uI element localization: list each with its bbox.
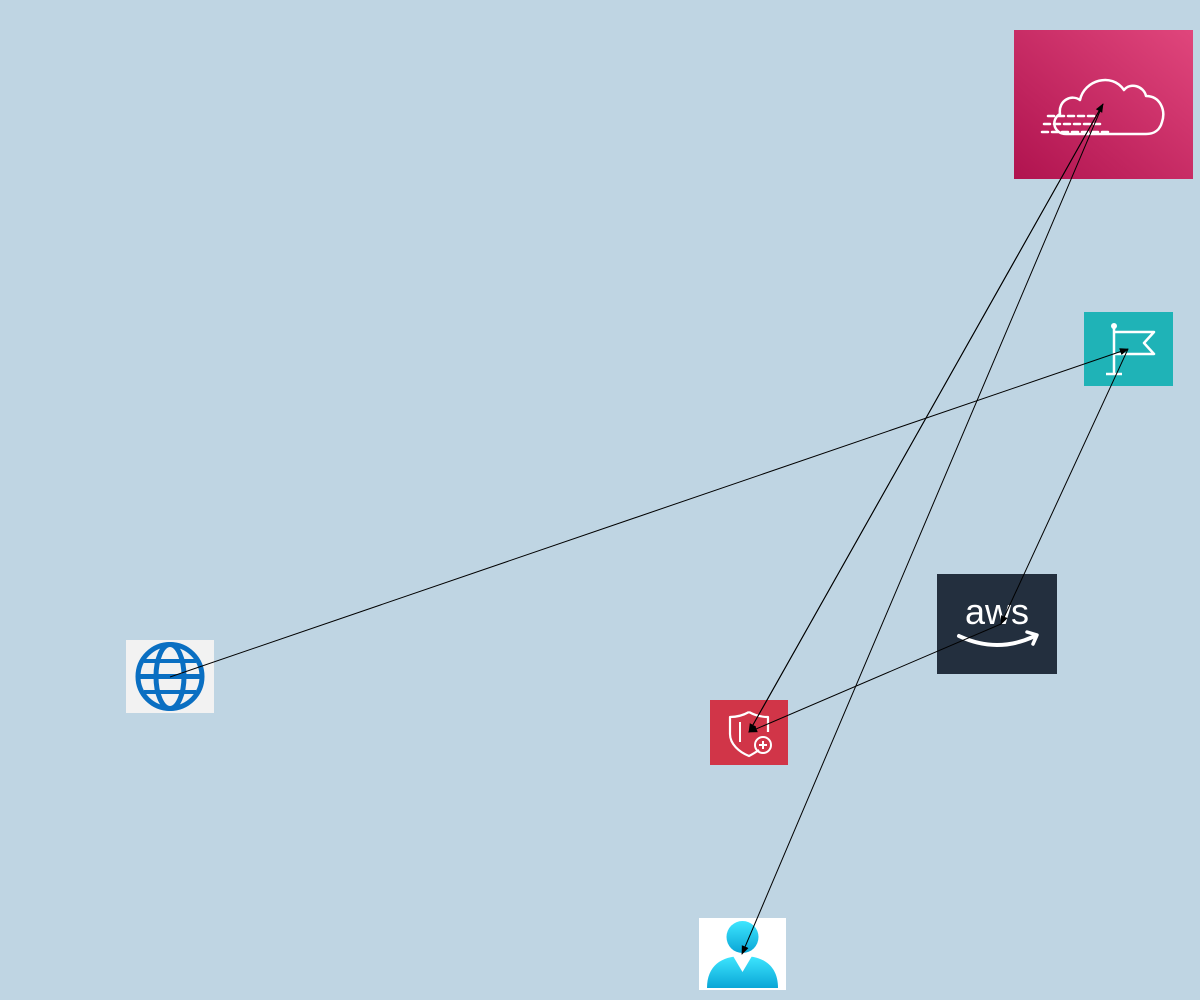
globe-icon bbox=[126, 640, 214, 713]
user-icon bbox=[699, 918, 786, 990]
flag-node[interactable] bbox=[1084, 312, 1173, 386]
cloud-streaming-icon bbox=[1014, 30, 1193, 179]
flag-icon bbox=[1084, 312, 1173, 386]
aws-logo-text: aws bbox=[965, 591, 1029, 632]
aws-logo-icon: aws bbox=[937, 574, 1057, 674]
shield-plus-icon bbox=[710, 700, 788, 765]
globe-node[interactable] bbox=[126, 640, 214, 713]
aws-logo-node[interactable]: aws bbox=[937, 574, 1057, 674]
cloud-streaming-node[interactable] bbox=[1014, 30, 1193, 179]
user-node[interactable] bbox=[699, 918, 786, 990]
shield-node[interactable] bbox=[710, 700, 788, 765]
edge-cloudfront-to-user bbox=[741, 103, 1104, 955]
